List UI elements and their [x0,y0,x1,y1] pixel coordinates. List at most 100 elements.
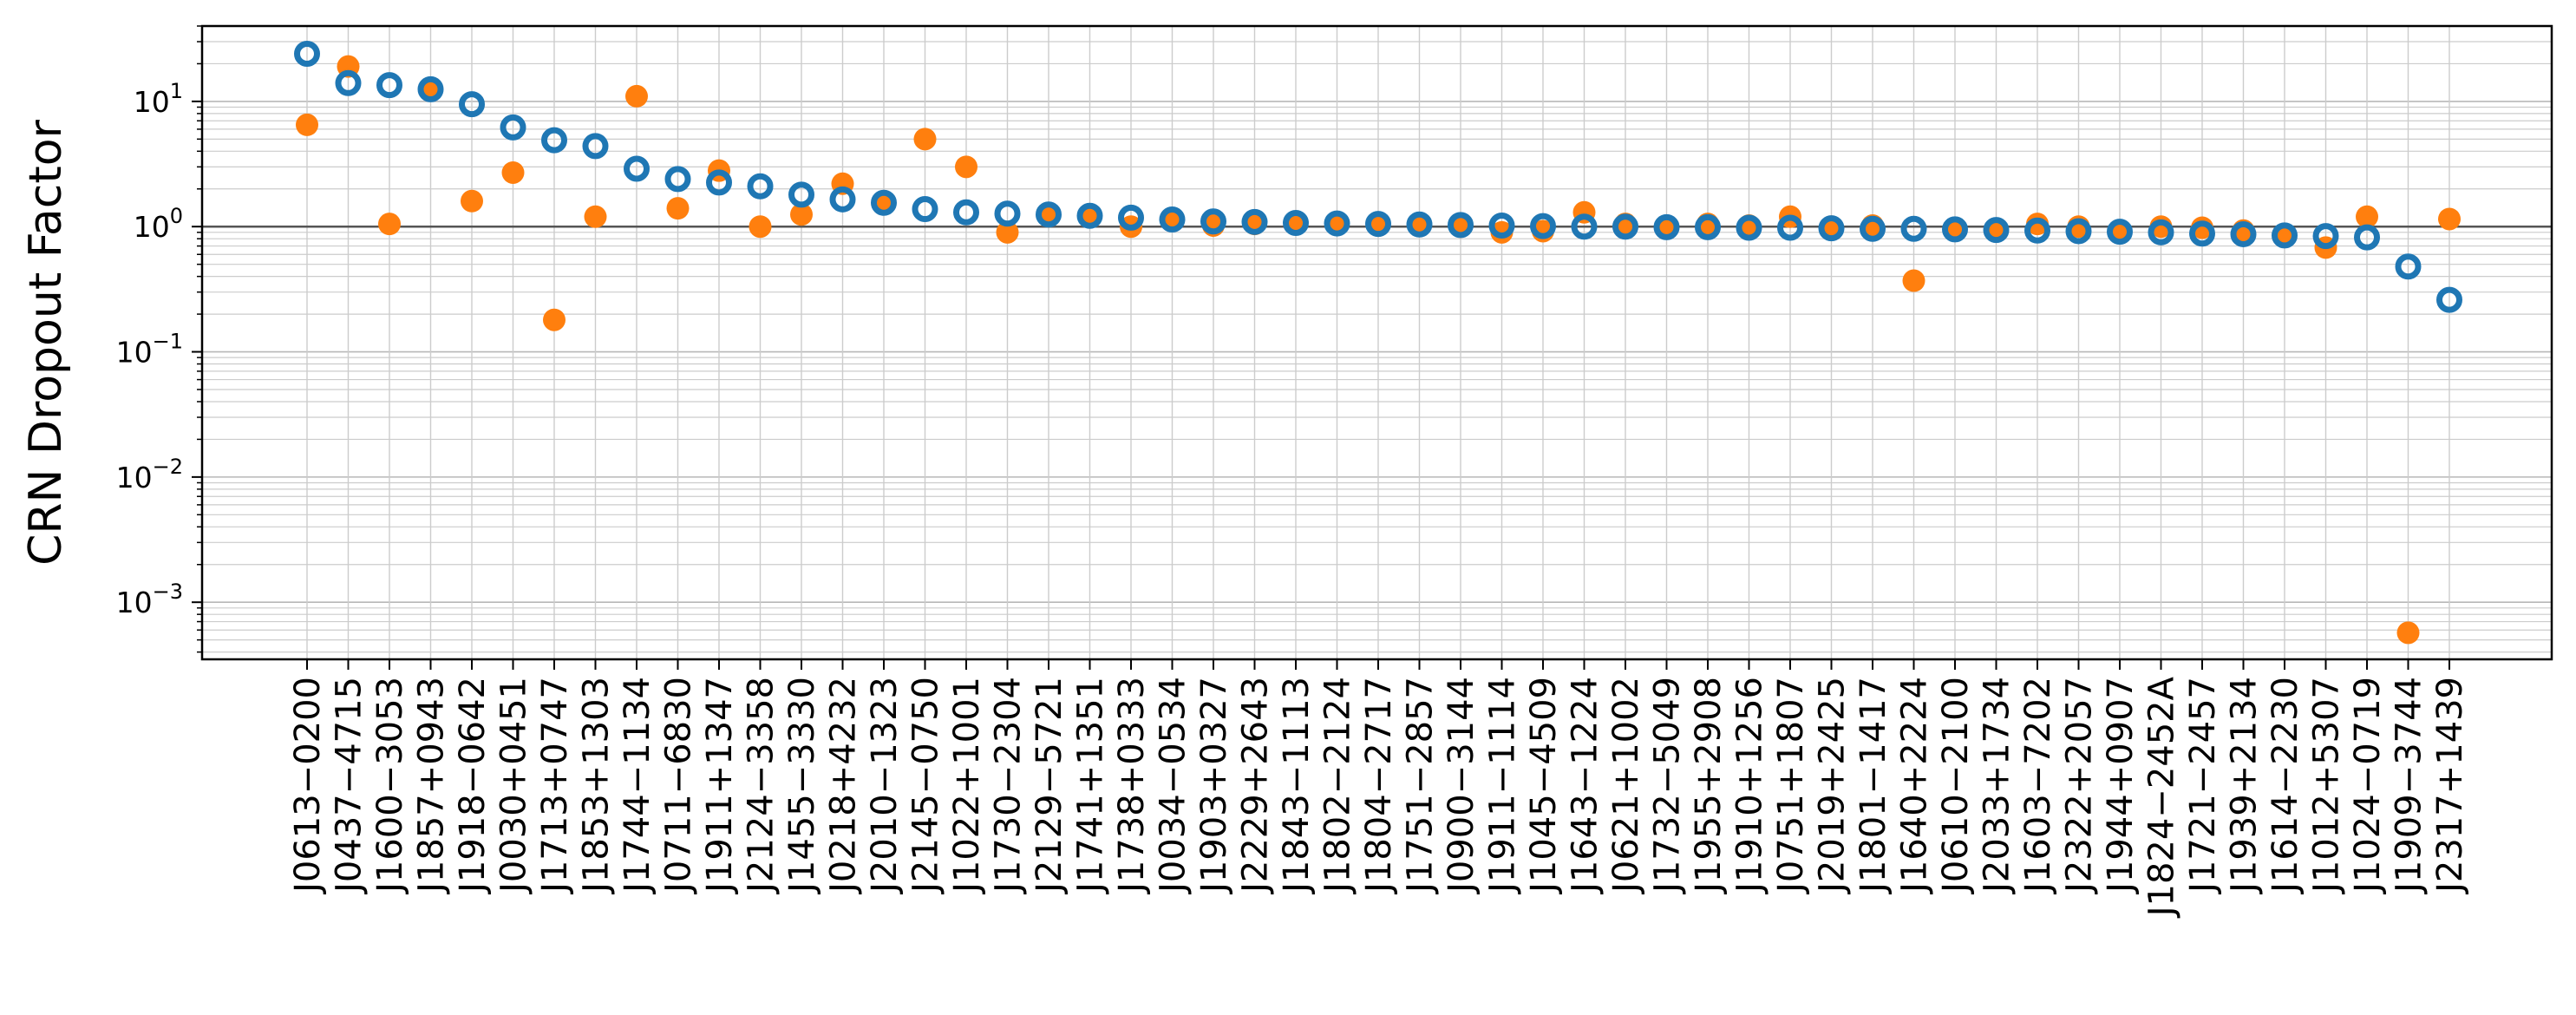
x-tick-label: J0613−0200 [288,677,328,895]
x-tick-label: J1744−1134 [618,677,657,895]
x-tick-label: J0621+1002 [1606,677,1646,895]
x-tick-label: J1955+2908 [1689,677,1729,895]
open-marker [664,166,691,193]
x-tick-label: J2317+1439 [2430,677,2470,895]
open-marker [1365,211,1391,238]
x-tick-label: J1640+2224 [1895,677,1935,895]
filled-marker [2438,207,2461,231]
open-marker [335,69,362,96]
filled-marker [955,155,977,179]
open-marker [624,155,650,182]
y-tick-label: 10−2 [116,455,183,494]
series-open-markers [294,41,2462,313]
x-tick-label: J1738+0333 [1112,677,1152,895]
filled-marker [584,205,607,228]
y-axis-label: CRN Dropout Factor [20,119,72,565]
open-marker [2065,218,2092,245]
filled-marker [378,213,401,236]
x-tick-label: J1732−5049 [1648,677,1688,895]
x-tick-label: J1824−2452A [2142,676,2182,919]
y-tick-label: 10−3 [116,580,183,619]
x-tick-label: J1910+1256 [1730,677,1770,895]
filled-marker [913,128,937,151]
open-marker [2395,253,2422,280]
open-marker [2148,219,2174,246]
filled-marker [461,189,483,213]
open-marker [1612,213,1638,240]
open-marker [2230,220,2257,247]
open-marker [1818,215,1845,242]
open-marker [706,169,732,196]
filled-marker [996,220,1019,244]
x-tick-label: J1600−3053 [370,677,410,895]
open-marker [2189,220,2215,247]
x-tick-label: J1918−0642 [453,677,493,895]
x-tick-label: J1024−0719 [2348,677,2388,895]
x-tick-label: J2019+2425 [1813,677,1853,895]
open-marker [747,173,774,200]
x-tick-label: J1911+1347 [700,677,740,895]
x-tick-label: J1939+2134 [2225,677,2265,895]
x-tick-label: J0610−2100 [1936,677,1976,895]
x-tick-label: J2010−1323 [865,677,905,895]
x-tick-label: J0034−0534 [1154,677,1193,895]
x-tick-label: J2229+2643 [1236,677,1276,895]
filled-marker [666,197,690,220]
y-tick-label: 10−1 [116,330,183,370]
x-tick-label: J1741+1351 [1071,677,1111,895]
x-tick-label: J0711−6830 [659,677,699,895]
filled-marker [2356,205,2378,228]
open-marker [1695,213,1721,240]
open-marker [1900,215,1927,242]
x-tick-label: J1713+0747 [535,677,575,895]
y-tick-label: 100 [134,204,183,244]
x-tick-label: J2322+2057 [2060,677,2100,895]
x-tick-label: J1843−1113 [1277,677,1317,895]
open-marker [1777,214,1803,241]
x-tick-label: J2129−5721 [1030,677,1069,895]
open-marker [500,114,526,141]
open-marker [1942,216,1968,243]
open-marker [417,75,444,102]
open-marker [1860,215,1886,242]
open-marker [459,91,485,118]
open-marker [1530,213,1556,239]
x-tick-label: J1603−7202 [2018,677,2058,895]
x-tick-label: J1455−3330 [782,677,822,895]
filled-marker [749,215,772,239]
x-tick-label: J1903+0327 [1194,677,1234,895]
open-marker [829,186,856,213]
open-marker [1488,212,1515,239]
x-tick-label: J1614−2230 [2265,677,2305,895]
open-marker [1983,217,2010,244]
open-marker [953,199,979,226]
filled-marker [1490,220,1514,244]
filled-marker [1902,269,1925,292]
filled-marker [543,308,566,331]
x-tick-label: J1909−3744 [2390,677,2429,895]
x-tick-label: J2145−0750 [906,677,946,895]
x-tick-label: J0437−4715 [330,677,369,895]
open-marker [788,181,814,208]
x-tick-label: J1643−1224 [1566,677,1605,895]
x-tick-label: J1804−2717 [1359,677,1399,895]
filled-marker [625,84,648,108]
open-marker [2436,286,2462,313]
open-marker [1076,202,1103,229]
open-marker [2024,217,2050,244]
open-marker [1653,213,1680,240]
open-marker [2272,222,2298,249]
x-tick-label: J0030+0451 [494,677,534,895]
y-axis-ticks: 10−3 10−2 10−1 100 101 [116,25,202,653]
x-tick-label: J2124−3358 [742,677,781,895]
x-tick-label: J0900−3144 [1442,677,1481,895]
open-marker [912,196,938,223]
y-tick-label: 101 [134,79,183,119]
x-tick-label: J1045−4509 [1524,677,1564,895]
filled-marker [2026,213,2049,236]
open-marker [1283,209,1309,236]
x-tick-label: J1721−2457 [2183,677,2223,895]
open-marker [1448,212,1474,239]
x-tick-label: J1730−2304 [989,677,1029,895]
x-tick-label: J1012+5307 [2307,677,2347,895]
